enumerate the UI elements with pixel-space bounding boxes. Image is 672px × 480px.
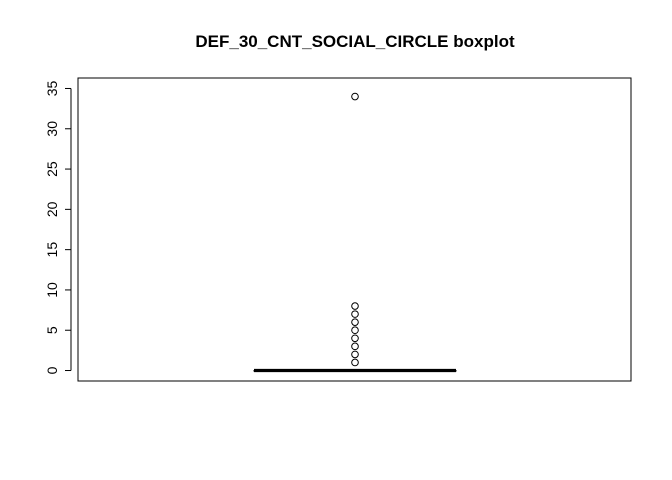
y-tick-label: 5	[44, 326, 60, 334]
outlier-point	[351, 318, 359, 326]
boxplot-marks	[253, 92, 457, 373]
y-tick-label: 20	[44, 201, 60, 217]
outlier-point	[351, 326, 359, 335]
y-axis: 0 5 10 15 20 25 30 35	[44, 80, 72, 374]
outlier-point	[351, 302, 359, 310]
y-tick-label: 35	[44, 80, 60, 96]
outlier-point	[351, 342, 359, 351]
plot-frame	[77, 77, 632, 382]
y-tick-label: 10	[44, 282, 60, 298]
chart-title: DEF_30_CNT_SOCIAL_CIRCLE boxplot	[195, 32, 515, 51]
outlier-point	[351, 358, 359, 367]
y-tick-label: 25	[44, 161, 60, 177]
outlier-point	[351, 334, 359, 343]
outlier-point	[351, 310, 359, 318]
y-tick-label: 0	[44, 366, 60, 374]
outlier-point	[351, 92, 359, 101]
y-tick-label: 30	[44, 121, 60, 137]
y-tick-label: 15	[44, 242, 60, 258]
outlier-point	[351, 350, 359, 359]
